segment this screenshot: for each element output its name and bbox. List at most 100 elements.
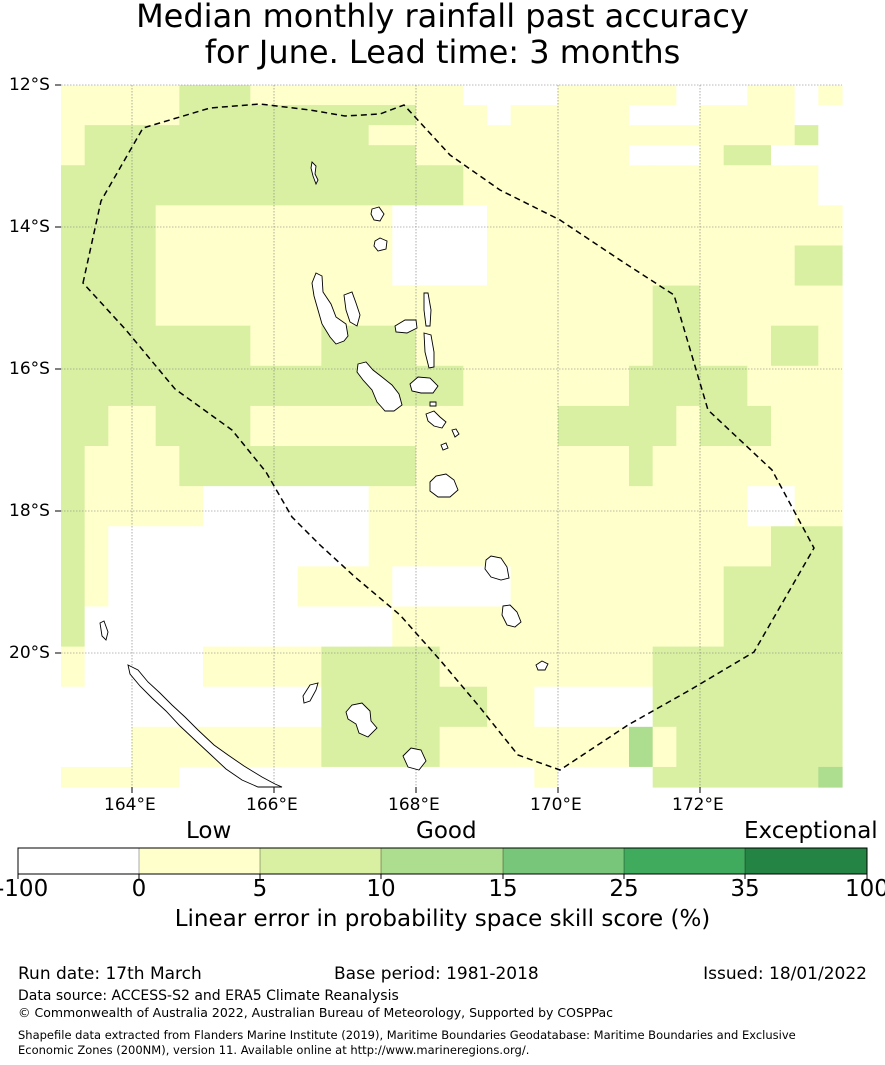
grid-cell [629,185,654,206]
grid-cell [510,85,535,106]
grid-cell [534,345,559,367]
grid-cell [558,165,583,186]
grid-cell [510,686,535,708]
grid-cell [250,205,275,226]
grid-cell [155,425,180,447]
grid-cell [297,345,322,367]
lat-label-20s: 20°S [9,643,50,663]
grid-cell [392,626,417,648]
grid-cell [392,225,417,247]
grid-cell [132,225,157,247]
grid-cell [818,706,843,728]
vanua-lava-island [373,237,388,252]
grid-cell [463,105,488,126]
grid-cell [179,105,204,126]
colorbar-bin-5 [503,848,624,874]
grid-cell [392,666,417,688]
grid-cell [297,125,322,146]
grid-cell [700,85,725,106]
grid-cell [487,446,512,467]
grid-cell [794,345,819,367]
grid-cell [463,746,488,768]
grid-cell [61,405,86,427]
grid-cell [771,125,796,146]
grid-cell [818,506,843,527]
grid-cell [416,145,441,166]
grid-cell [723,285,748,307]
grid-cell [297,486,322,507]
grid-cell [203,365,228,387]
grid-cell [250,145,275,166]
data-source: Data source: ACCESS-S2 and ERA5 Climate … [18,988,399,1004]
grid-cell [818,285,843,307]
grid-cell [534,365,559,387]
grid-cell [771,265,796,287]
erromango-island [484,555,510,581]
grid-cell [723,125,748,146]
gaua-island [370,206,385,222]
grid-cell [392,506,417,527]
grid-cell [558,405,583,427]
grid-cell [179,265,204,287]
grid-cell [581,345,606,367]
grid-cell [558,225,583,247]
grid-cell [226,85,251,106]
grid-cell [676,506,701,527]
grid-cell [203,305,228,327]
grid-cell [652,506,677,527]
grid-cell [629,365,654,387]
grid-cell [629,425,654,447]
grid-cell [605,706,630,728]
grid-cell [61,145,86,166]
grid-cell [605,425,630,447]
grid-cell [345,626,370,648]
copyright-notice: © Commonwealth of Australia 2022, Austra… [18,1005,613,1020]
colorbar-bin-2 [139,848,260,874]
grid-cell [203,225,228,247]
grid-cell [676,165,701,186]
grid-cell [723,646,748,668]
grid-cell [132,205,157,226]
grid-cell [487,726,512,748]
grid-cell [771,486,796,507]
grid-cell [439,546,464,567]
grid-cell [534,125,559,146]
grid-cell [297,325,322,347]
grid-cell [747,726,772,748]
grid-cell [629,85,654,106]
map-title-line-2: for June. Lead time: 3 months [204,33,681,71]
grid-cell [652,365,677,387]
grid-cell [108,666,133,688]
grid-cell [392,205,417,226]
grid-cell [108,245,133,267]
grid-cell [747,466,772,487]
grid-cell [321,586,346,608]
grid-cell [297,466,322,487]
grid-cell [345,486,370,507]
grid-cell [629,646,654,668]
grid-cell [747,586,772,608]
grid-cell [108,225,133,247]
lat-label-18s: 18°S [9,501,50,521]
grid-cell [297,245,322,267]
grid-cell [771,726,796,748]
grid-cell [155,385,180,407]
grid-cell [321,686,346,708]
grid-cell [439,666,464,688]
grid-cell [345,466,370,487]
shepherd-islands [451,428,460,438]
grid-cell [345,405,370,427]
grid-cell [416,706,441,728]
grid-cell [510,646,535,668]
grid-cell [61,105,86,126]
grid-cell [250,486,275,507]
category-good: Good [416,818,477,844]
grid-cell [179,285,204,307]
grid-cell [818,606,843,628]
grid-cell [723,185,748,206]
grid-cell [155,85,180,106]
grid-cell [534,566,559,588]
colorbar-bin-1 [18,848,139,874]
grid-cell [108,365,133,387]
grid-cell [179,325,204,347]
